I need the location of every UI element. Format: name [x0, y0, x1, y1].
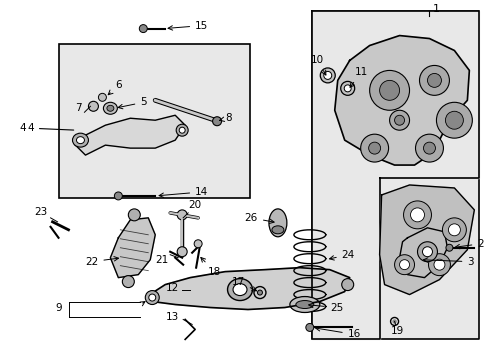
- Ellipse shape: [320, 68, 335, 83]
- Ellipse shape: [399, 260, 408, 270]
- Ellipse shape: [422, 247, 431, 257]
- Polygon shape: [110, 218, 155, 278]
- Ellipse shape: [145, 291, 159, 305]
- Text: 9: 9: [55, 302, 61, 312]
- Text: 6: 6: [108, 80, 122, 95]
- Ellipse shape: [394, 255, 414, 275]
- Ellipse shape: [257, 290, 262, 295]
- Ellipse shape: [114, 192, 122, 200]
- Polygon shape: [75, 115, 185, 155]
- Text: 21: 21: [155, 255, 168, 265]
- Ellipse shape: [295, 301, 313, 309]
- Text: 5: 5: [118, 97, 146, 109]
- Ellipse shape: [427, 73, 441, 87]
- Ellipse shape: [103, 102, 117, 114]
- Bar: [311, 11, 478, 339]
- Ellipse shape: [179, 127, 185, 133]
- Text: 14: 14: [159, 187, 208, 197]
- Ellipse shape: [139, 24, 147, 32]
- Text: 15: 15: [168, 21, 208, 31]
- Ellipse shape: [98, 93, 106, 101]
- Text: 11: 11: [349, 67, 367, 87]
- Ellipse shape: [410, 208, 424, 222]
- Ellipse shape: [445, 244, 452, 251]
- Text: 16: 16: [315, 327, 360, 339]
- Text: 1: 1: [431, 4, 439, 14]
- Ellipse shape: [177, 210, 187, 220]
- Ellipse shape: [447, 224, 459, 236]
- Ellipse shape: [340, 81, 354, 95]
- Ellipse shape: [392, 320, 395, 323]
- Ellipse shape: [417, 242, 437, 262]
- Polygon shape: [148, 268, 349, 310]
- Ellipse shape: [289, 297, 319, 312]
- Text: 13: 13: [165, 312, 179, 323]
- Ellipse shape: [442, 218, 466, 242]
- Polygon shape: [399, 228, 447, 278]
- Ellipse shape: [394, 115, 404, 125]
- Ellipse shape: [389, 110, 408, 130]
- Ellipse shape: [212, 117, 221, 126]
- Ellipse shape: [227, 279, 252, 301]
- Ellipse shape: [419, 66, 448, 95]
- Text: 8: 8: [219, 113, 231, 123]
- Ellipse shape: [403, 201, 430, 229]
- Ellipse shape: [427, 254, 449, 276]
- Ellipse shape: [415, 134, 443, 162]
- Ellipse shape: [233, 284, 246, 296]
- Text: 25: 25: [308, 302, 342, 312]
- Text: 3: 3: [423, 257, 473, 267]
- Ellipse shape: [268, 209, 286, 237]
- Text: 12: 12: [165, 283, 179, 293]
- Text: 24: 24: [329, 250, 354, 260]
- Text: 26: 26: [244, 213, 274, 224]
- Ellipse shape: [177, 247, 187, 257]
- Polygon shape: [379, 185, 473, 294]
- Ellipse shape: [423, 142, 435, 154]
- Ellipse shape: [433, 259, 444, 270]
- Text: 17: 17: [231, 276, 256, 291]
- Ellipse shape: [360, 134, 388, 162]
- Ellipse shape: [72, 133, 88, 147]
- Text: 20: 20: [188, 200, 201, 210]
- Text: 18: 18: [201, 257, 221, 276]
- Ellipse shape: [344, 85, 350, 92]
- Text: 23: 23: [34, 207, 47, 217]
- Ellipse shape: [107, 105, 114, 111]
- Ellipse shape: [341, 279, 353, 291]
- Bar: [311, 178, 379, 339]
- Polygon shape: [334, 36, 468, 165]
- Text: 4: 4: [27, 123, 74, 133]
- Ellipse shape: [88, 101, 98, 111]
- Ellipse shape: [128, 209, 140, 221]
- Ellipse shape: [194, 240, 202, 248]
- Ellipse shape: [271, 226, 284, 234]
- Ellipse shape: [368, 142, 380, 154]
- Text: 4: 4: [20, 123, 26, 133]
- Ellipse shape: [76, 137, 84, 144]
- Ellipse shape: [436, 102, 471, 138]
- Polygon shape: [311, 11, 478, 339]
- Text: 19: 19: [390, 327, 404, 336]
- Text: 7: 7: [75, 103, 81, 113]
- Ellipse shape: [379, 80, 399, 100]
- Ellipse shape: [148, 294, 156, 301]
- Ellipse shape: [445, 111, 463, 129]
- Text: 10: 10: [310, 55, 325, 75]
- Ellipse shape: [323, 71, 331, 80]
- Ellipse shape: [305, 323, 313, 332]
- Bar: [59, 44, 249, 198]
- Text: 2: 2: [454, 239, 483, 249]
- Ellipse shape: [369, 71, 408, 110]
- Ellipse shape: [122, 276, 134, 288]
- Ellipse shape: [176, 124, 188, 136]
- Text: 22: 22: [85, 257, 118, 267]
